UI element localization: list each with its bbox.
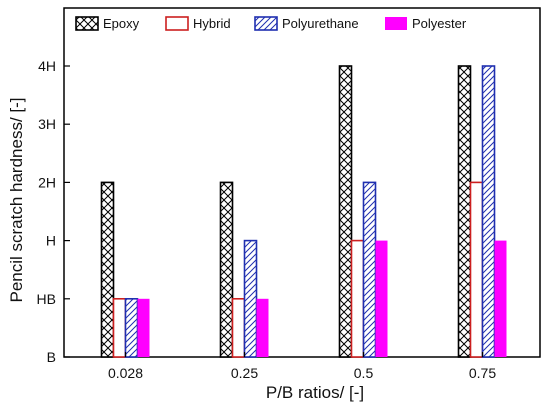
legend-label-polyester: Polyester [412,16,467,31]
bar-polyester-0.75 [494,240,507,357]
bar-polyurethane-0.75 [481,65,496,358]
y-axis-label: Pencil scratch hardness/ [-] [7,97,26,302]
x-axis-label: P/B ratios/ [-] [266,383,364,402]
bar-polyester-0.5 [375,240,388,357]
bar-polyurethane-0.028 [124,297,139,358]
legend-label-polyurethane: Polyurethane [282,16,359,31]
legend-swatch-polyester [385,17,407,30]
legend: Epoxy Hybrid Polyurethane Polyester [75,16,467,31]
x-tick-label: 0.5 [354,365,374,381]
bar-polyurethane-0.25 [243,239,258,358]
legend-label-hybrid: Hybrid [193,16,231,31]
bars [100,65,507,358]
bar-hybrid-0.5 [350,239,365,358]
bar-epoxy-0.028 [100,181,115,358]
y-tick-label: B [47,349,56,365]
legend-swatch-hybrid [165,16,189,31]
legend-label-epoxy: Epoxy [103,16,140,31]
bar-epoxy-0.5 [338,65,353,358]
x-tick-label: 0.75 [469,365,496,381]
bar-epoxy-0.25 [219,181,234,358]
legend-swatch-epoxy [75,16,99,31]
bar-hybrid-0.25 [231,297,246,358]
bar-polyester-0.028 [137,298,150,357]
bar-polyester-0.25 [256,298,269,357]
y-axis: B HB H 2H 3H 4H [37,58,70,365]
bar-hybrid-0.75 [469,181,484,358]
x-axis: 0.028 0.25 0.5 0.75 [108,352,496,381]
y-tick-label: H [46,233,56,249]
y-tick-label: 3H [38,116,56,132]
y-tick-label: 4H [38,58,56,74]
x-tick-label: 0.25 [231,365,258,381]
legend-swatch-polyurethane [254,16,278,31]
y-tick-label: 2H [38,174,56,190]
bar-hybrid-0.028 [112,297,127,358]
bar-polyurethane-0.5 [362,181,377,358]
x-tick-label: 0.028 [108,365,143,381]
bar-epoxy-0.75 [457,65,472,358]
y-tick-label: HB [37,291,56,307]
